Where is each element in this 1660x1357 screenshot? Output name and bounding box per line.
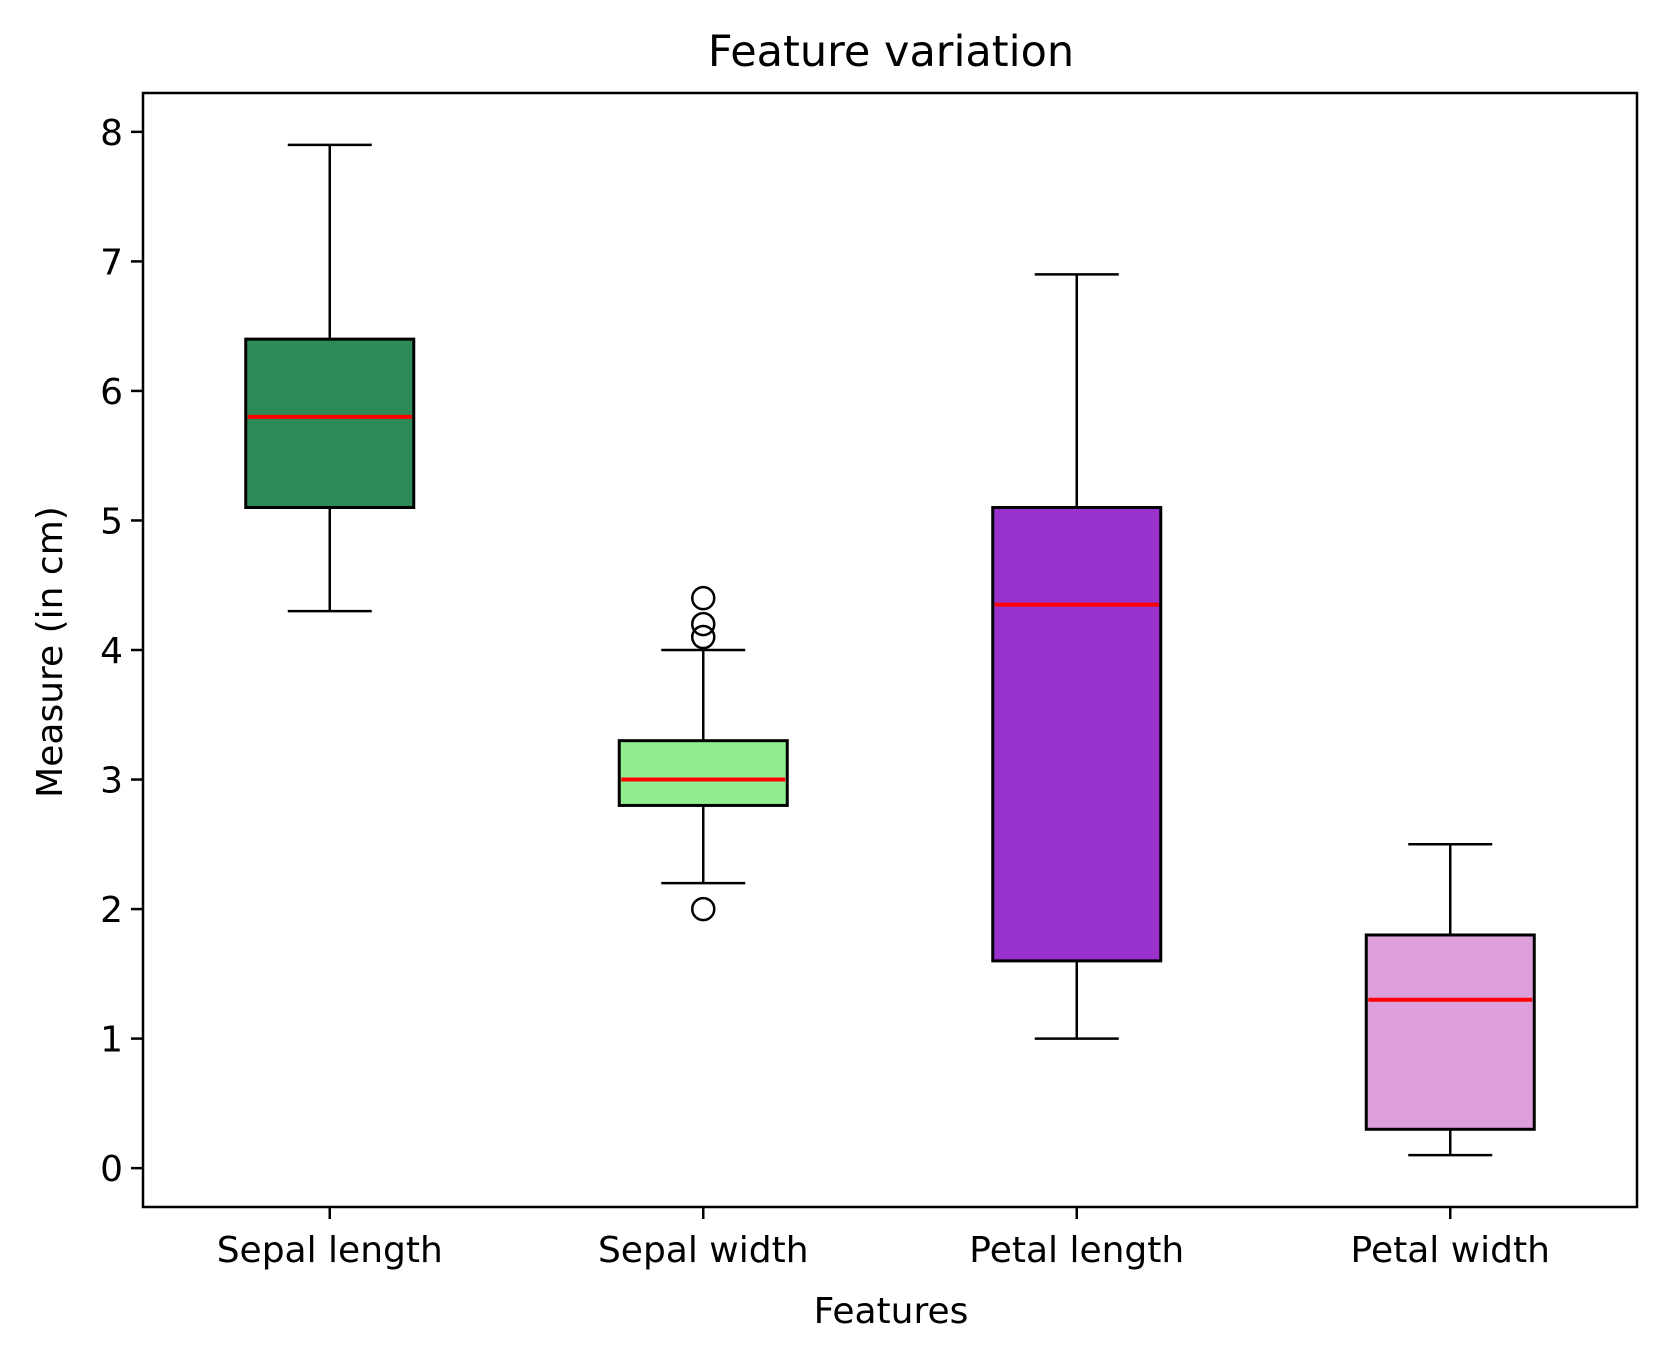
y-tick-label: 7 [100,242,123,283]
chart-title: Feature variation [708,27,1074,77]
y-tick-label: 3 [100,761,123,802]
iqr-box [1364,933,1536,1131]
outlier-point [691,624,716,650]
x-axis-label: Features [814,1291,969,1332]
iqr-box [991,506,1163,963]
box-petal-length [991,273,1163,1040]
iqr-box [617,739,789,807]
outlier-point [691,896,716,922]
y-tick-label: 0 [100,1149,123,1190]
x-tick-label: Sepal width [598,1230,809,1271]
iqr-box [244,337,416,510]
outlier-point [691,611,716,637]
box-sepal-width [617,585,789,922]
y-axis-label: Measure (in cm) [30,506,71,798]
x-tick-label: Petal length [969,1230,1184,1271]
y-axis: 0 1 2 3 4 5 6 7 8 [100,113,143,1190]
x-tick-label: Sepal length [217,1230,443,1271]
y-tick-label: 1 [100,1020,123,1061]
outlier-point [691,585,716,611]
y-tick-label: 2 [100,890,123,931]
x-tick-label: Petal width [1351,1230,1550,1271]
y-tick-label: 5 [100,501,123,542]
box-petal-width [1364,843,1536,1157]
y-tick-label: 8 [100,113,123,154]
y-tick-label: 6 [100,372,123,413]
box-series [244,143,1536,1157]
box-sepal-length [244,143,416,613]
y-tick-label: 4 [100,631,123,672]
x-axis: Sepal length Sepal width Petal length Petal… [217,1207,1550,1271]
